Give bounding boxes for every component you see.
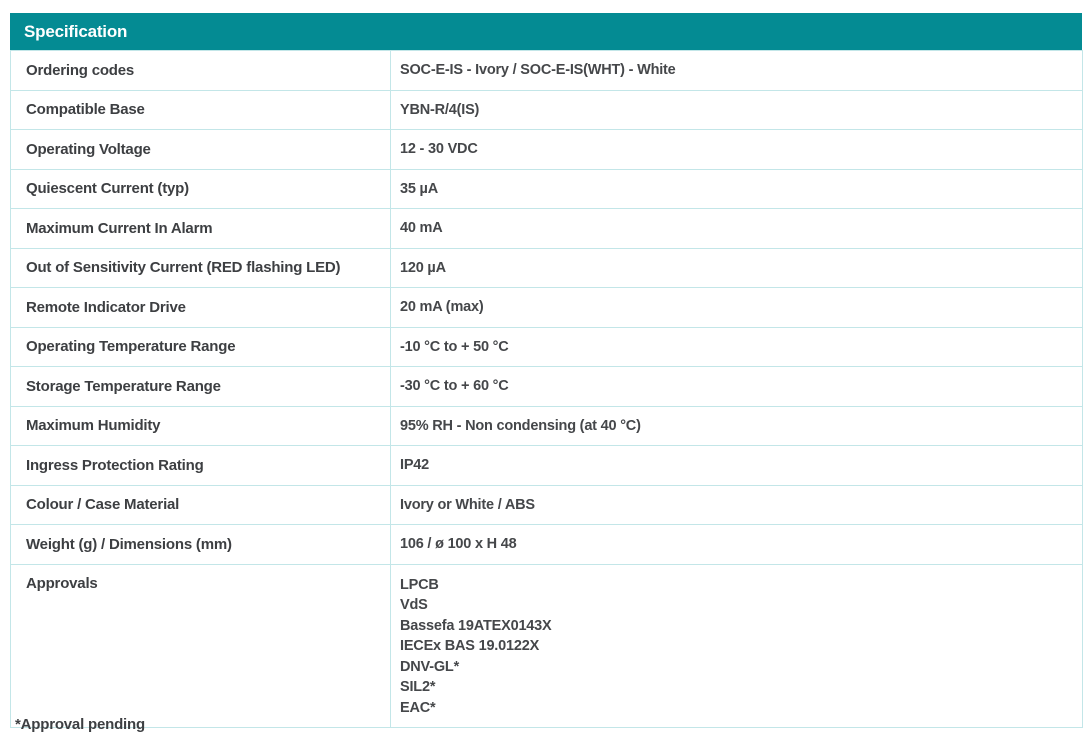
table-title: Specification [24, 22, 128, 41]
spec-label-cell: Remote Indicator Drive [10, 287, 391, 328]
spec-value-cell: IP42 [390, 445, 1083, 486]
spec-value-cell: 35 µA [390, 168, 1083, 209]
spec-value-cell: 40 mA [390, 208, 1083, 249]
spec-value-cell: YBN-R/4(IS) [390, 89, 1083, 130]
spec-value-cell: -30 °C to + 60 °C [390, 366, 1083, 407]
spec-value-cell: 20 mA (max) [390, 287, 1083, 328]
spec-label-cell: Quiescent Current (typ) [10, 168, 391, 209]
spec-value-cell: -10 °C to + 50 °C [390, 326, 1083, 367]
spec-label-cell: Ordering codes [10, 50, 391, 91]
spec-row: Approvals LPCB VdS Bassefa 19ATEX0143X IECEx… [10, 563, 1083, 728]
spec-value-cell: 106 / ø 100 x H 48 [390, 524, 1083, 565]
spec-label-cell: Approvals [10, 563, 391, 728]
spec-row: Maximum Current In Alarm 40 mA [10, 208, 1083, 249]
spec-row: Out of Sensitivity Current (RED flashing… [10, 247, 1083, 288]
spec-label-cell: Operating Temperature Range [10, 326, 391, 367]
spec-value-line: 35 µA [400, 180, 438, 197]
spec-label-cell: Operating Voltage [10, 129, 391, 170]
spec-row: Ordering codes SOC-E-IS - Ivory / SOC-E-I… [10, 50, 1083, 91]
spec-value-cell: 95% RH - Non condensing (at 40 °C) [390, 405, 1083, 446]
spec-value-line: -30 °C to + 60 °C [400, 378, 509, 394]
spec-value-line: 95% RH - Non condensing (at 40 °C) [400, 417, 641, 434]
spec-value-cell: 120 µA [390, 247, 1083, 288]
spec-table: Ordering codes SOC-E-IS - Ivory / SOC-E-I… [10, 50, 1083, 728]
spec-row: Operating Voltage 12 - 30 VDC [10, 129, 1083, 170]
spec-value-cell: Ivory or White / ABS [390, 484, 1083, 525]
spec-label-cell: Ingress Protection Rating [10, 445, 391, 486]
spec-row: Compatible Base YBN-R/4(IS) [10, 89, 1083, 130]
spec-value-line: 120 µA [400, 259, 446, 276]
spec-label-cell: Maximum Humidity [10, 405, 391, 446]
spec-label-cell: Maximum Current In Alarm [10, 208, 391, 249]
spec-value-line: -10 °C to + 50 °C [400, 338, 509, 355]
spec-row: Colour / Case Material Ivory or White / A… [10, 484, 1083, 525]
spec-row: Weight (g) / Dimensions (mm) 106 / ø 100 … [10, 524, 1083, 565]
spec-value-line: 40 mA [400, 220, 443, 236]
spec-value-line: LPCB [400, 576, 439, 593]
spec-value-line: 12 - 30 VDC [400, 141, 478, 157]
specification-table: Specification Ordering codes SOC-E-IS - I… [10, 13, 1083, 728]
spec-row: Quiescent Current (typ) 35 µA [10, 168, 1083, 209]
spec-value-line: VdS [400, 597, 428, 613]
spec-value-cell: LPCB VdS Bassefa 19ATEX0143X IECEx BAS 19.0… [390, 563, 1083, 728]
spec-label-cell: Out of Sensitivity Current (RED flashing… [10, 247, 391, 288]
spec-row: Operating Temperature Range -10 °C to + 5… [10, 326, 1083, 367]
spec-value-line: SIL2* [400, 679, 436, 695]
spec-label-cell: Storage Temperature Range [10, 366, 391, 407]
spec-row: Ingress Protection Rating IP42 [10, 445, 1083, 486]
spec-row: Maximum Humidity 95% RH - Non condensing … [10, 405, 1083, 446]
spec-label-cell: Colour / Case Material [10, 484, 391, 525]
spec-value-line: IP42 [400, 457, 430, 473]
spec-table-body: Ordering codes SOC-E-IS - Ivory / SOC-E-I… [10, 50, 1083, 728]
spec-value-line: SOC-E-IS - Ivory / SOC-E-IS(WHT) - White [400, 62, 676, 78]
spec-value-line: YBN-R/4(IS) [400, 101, 480, 118]
spec-row: Remote Indicator Drive 20 mA (max) [10, 287, 1083, 328]
spec-label-cell: Weight (g) / Dimensions (mm) [10, 524, 391, 565]
spec-value-cell: SOC-E-IS - Ivory / SOC-E-IS(WHT) - White [390, 50, 1083, 91]
spec-row: Storage Temperature Range -30 °C to + 60 … [10, 366, 1083, 407]
spec-value-line: IECEx BAS 19.0122X [400, 638, 540, 654]
spec-value-line: DNV-GL* [400, 658, 460, 675]
spec-value-line: 20 mA (max) [400, 299, 484, 315]
spec-value-cell: 12 - 30 VDC [390, 129, 1083, 170]
spec-value-line: 106 / ø 100 x H 48 [400, 536, 517, 552]
spec-value-line: Ivory or White / ABS [400, 496, 535, 513]
spec-value-line: EAC* [400, 699, 436, 716]
spec-value-line: Bassefa 19ATEX0143X [400, 617, 552, 634]
table-header: Specification [10, 13, 1082, 50]
spec-label-cell: Compatible Base [10, 89, 391, 130]
footnote: *Approval pending [15, 716, 145, 733]
